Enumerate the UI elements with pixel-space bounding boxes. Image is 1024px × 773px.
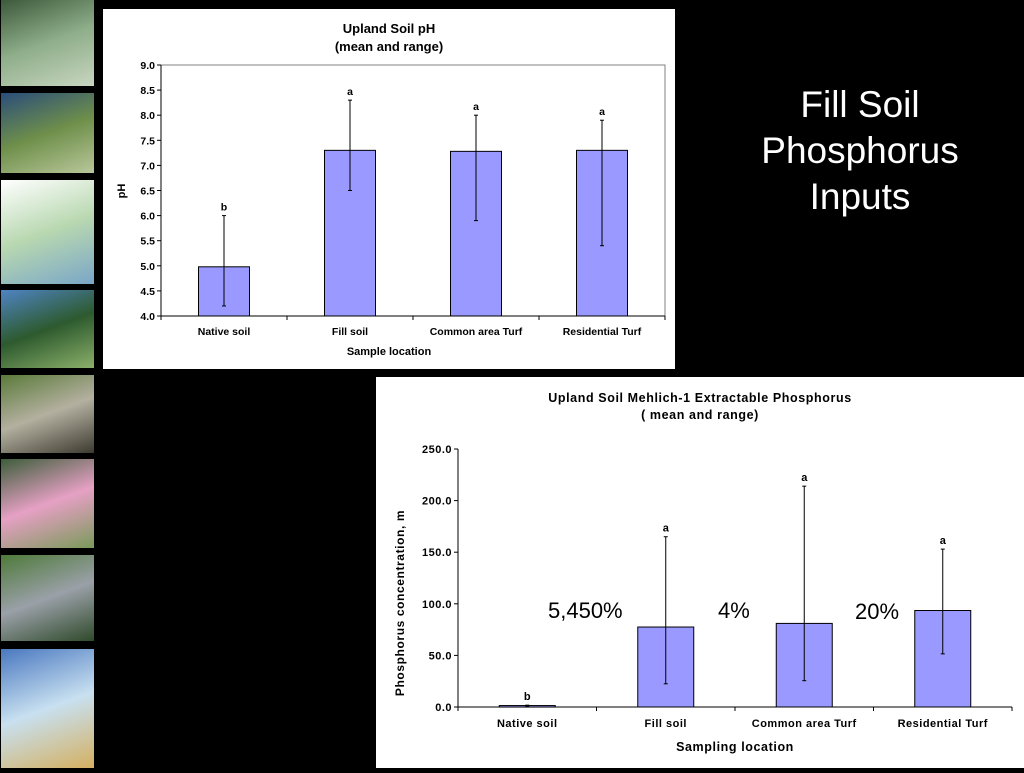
category-label: Residential Turf: [898, 718, 988, 730]
water-sample-jar-photo: [1, 649, 94, 768]
chart-subtitle: ( mean and range): [641, 408, 759, 422]
significance-label: b: [524, 691, 531, 703]
category-label: Fill soil: [332, 326, 368, 338]
water-lily-photo: [1, 459, 94, 548]
x-axis-label: Sampling location: [676, 740, 794, 754]
y-tick-label: 8.0: [140, 110, 155, 122]
y-tick-label: 9.0: [140, 60, 155, 72]
category-label: Common area Turf: [752, 718, 857, 730]
category-label: Fill soil: [645, 718, 687, 730]
chart-title: Upland Soil pH: [343, 21, 435, 36]
y-tick-label: 7.0: [140, 160, 155, 172]
significance-label: b: [221, 202, 227, 214]
category-label: Native soil: [497, 718, 558, 730]
category-label: Native soil: [198, 326, 251, 338]
y-axis-label: Phosphorus concentration, m: [393, 510, 407, 696]
lake-landscape-photo: [1, 290, 94, 368]
significance-label: a: [940, 535, 947, 547]
fish-on-grass-photo: [1, 555, 94, 641]
category-label: Common area Turf: [430, 326, 523, 338]
slide-title-line: Fill Soil: [800, 84, 920, 125]
significance-label: a: [347, 86, 353, 98]
residential-turf-increase-callout: 20%: [855, 599, 900, 624]
y-tick-label: 50.0: [429, 650, 452, 662]
category-label: Residential Turf: [563, 326, 642, 338]
y-tick-label: 6.5: [140, 186, 155, 198]
y-tick-label: 6.0: [140, 211, 155, 223]
pond-vegetation-photo: [1, 93, 94, 173]
y-tick-label: 100.0: [422, 599, 452, 611]
phosphorus-chart-svg: Upland Soil Mehlich-1 Extractable Phosph…: [393, 391, 1013, 754]
ph-chart-svg: Upland Soil pH (mean and range) Sample l…: [116, 21, 666, 358]
thumbnail-strip: [0, 0, 96, 768]
significance-label: a: [663, 523, 670, 535]
slide-title-line: Inputs: [809, 176, 911, 217]
x-axis-label: Sample location: [347, 346, 432, 358]
phosphorus-chart: Upland Soil Mehlich-1 Extractable Phosph…: [376, 377, 1024, 768]
ph-chart: Upland Soil pH (mean and range) Sample l…: [103, 9, 675, 369]
y-tick-label: 5.5: [140, 236, 155, 248]
y-tick-label: 250.0: [422, 444, 452, 456]
chart-title: Upland Soil Mehlich-1 Extractable Phosph…: [548, 391, 852, 405]
y-tick-label: 4.5: [140, 286, 155, 298]
y-axis-label: pH: [116, 184, 128, 199]
y-tick-label: 150.0: [422, 547, 452, 559]
common-turf-increase-callout: 4%: [718, 598, 750, 623]
significance-label: a: [473, 101, 479, 113]
y-tick-label: 8.5: [140, 85, 155, 97]
y-tick-label: 5.0: [140, 261, 155, 273]
significance-label: a: [801, 472, 808, 484]
site-map-image: [1, 180, 94, 284]
native-to-fill-increase-callout: 5,450%: [548, 598, 623, 623]
algae-water-photo: [1, 0, 94, 86]
y-tick-label: 0.0: [435, 702, 452, 714]
slide-title-line: Phosphorus: [761, 130, 959, 171]
slide-title: Fill Soil Phosphorus Inputs: [700, 82, 1020, 220]
chart-subtitle: (mean and range): [335, 39, 443, 54]
soil-sampling-photo: [1, 375, 94, 453]
y-tick-label: 7.5: [140, 135, 155, 147]
significance-label: a: [599, 106, 605, 118]
y-tick-label: 4.0: [140, 311, 155, 323]
y-tick-label: 200.0: [422, 496, 452, 508]
